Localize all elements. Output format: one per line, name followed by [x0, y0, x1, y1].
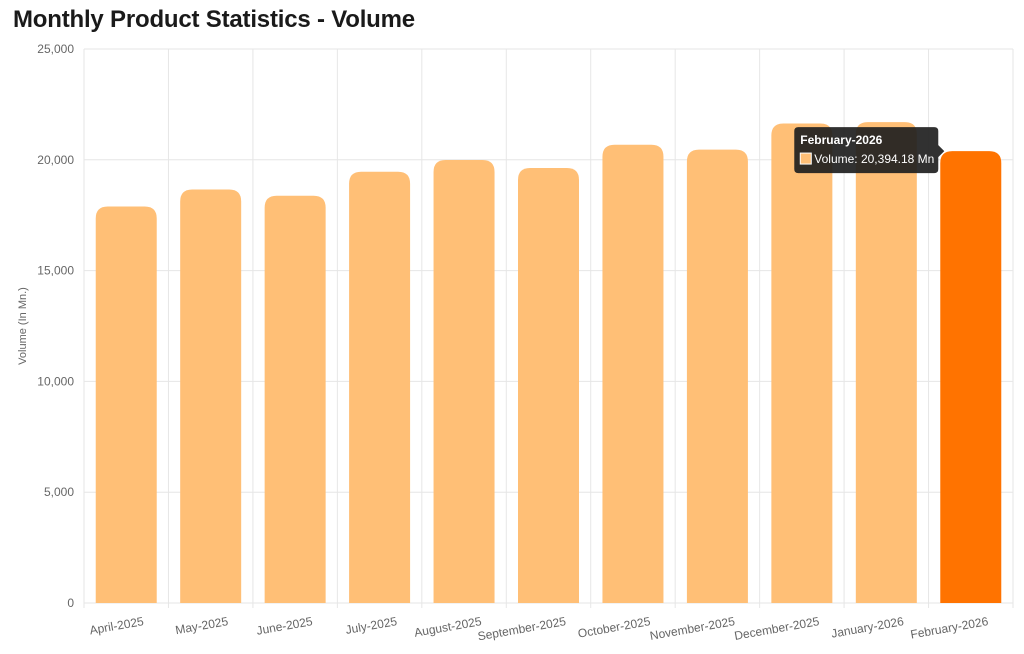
bars	[95, 122, 1002, 604]
x-axis-ticks: April-2025 May-2025 June-2025 July-2025 Augu…	[88, 614, 989, 643]
x-tick-label: August-2025	[413, 614, 483, 640]
x-tick-label: February-2026	[909, 614, 989, 642]
y-axis-ticks: 0 5,000 10,000 15,000 20,000 25,000	[37, 42, 74, 610]
y-tick-label: 15,000	[37, 264, 74, 278]
bar-october-2025[interactable]	[602, 144, 664, 603]
y-tick-label: 10,000	[37, 374, 74, 388]
y-tick-label: 25,000	[37, 42, 74, 56]
x-tick-label: September-2025	[477, 614, 568, 643]
x-tick-label: December-2025	[733, 614, 820, 643]
bar-december-2025[interactable]	[771, 123, 833, 603]
x-tick-label: October-2025	[577, 614, 652, 641]
y-tick-label: 20,000	[37, 153, 74, 167]
x-tick-label: May-2025	[174, 614, 229, 637]
x-tick-label: June-2025	[255, 614, 314, 638]
x-tick-label: January-2026	[830, 614, 905, 641]
bar-september-2025[interactable]	[518, 167, 579, 603]
tooltip: February-2026 Volume: 20,394.18 Mn	[794, 127, 945, 174]
bar-may-2025[interactable]	[180, 189, 242, 604]
bar-november-2025[interactable]	[686, 149, 748, 604]
y-tick-label: 5,000	[44, 485, 74, 499]
x-tick-label: November-2025	[649, 614, 736, 643]
bar-june-2025[interactable]	[264, 195, 326, 603]
bar-august-2025[interactable]	[433, 160, 495, 603]
page-title: Monthly Product Statistics - Volume	[13, 6, 415, 33]
bar-january-2026[interactable]	[855, 122, 917, 604]
tooltip-value: Volume: 20,394.18 Mn	[814, 152, 934, 166]
tooltip-background	[794, 127, 945, 174]
x-tick-label: April-2025	[88, 614, 145, 637]
x-tick-label: July-2025	[344, 614, 398, 637]
bar-february-2026[interactable]	[940, 151, 1002, 603]
bar-april-2025[interactable]	[95, 206, 157, 603]
tooltip-color-swatch	[799, 152, 812, 165]
tooltip-title: February-2026	[800, 133, 882, 147]
bar-july-2025[interactable]	[349, 171, 411, 603]
y-tick-label: 0	[67, 596, 74, 610]
y-axis-label: Volume (In Mn.)	[17, 287, 29, 365]
